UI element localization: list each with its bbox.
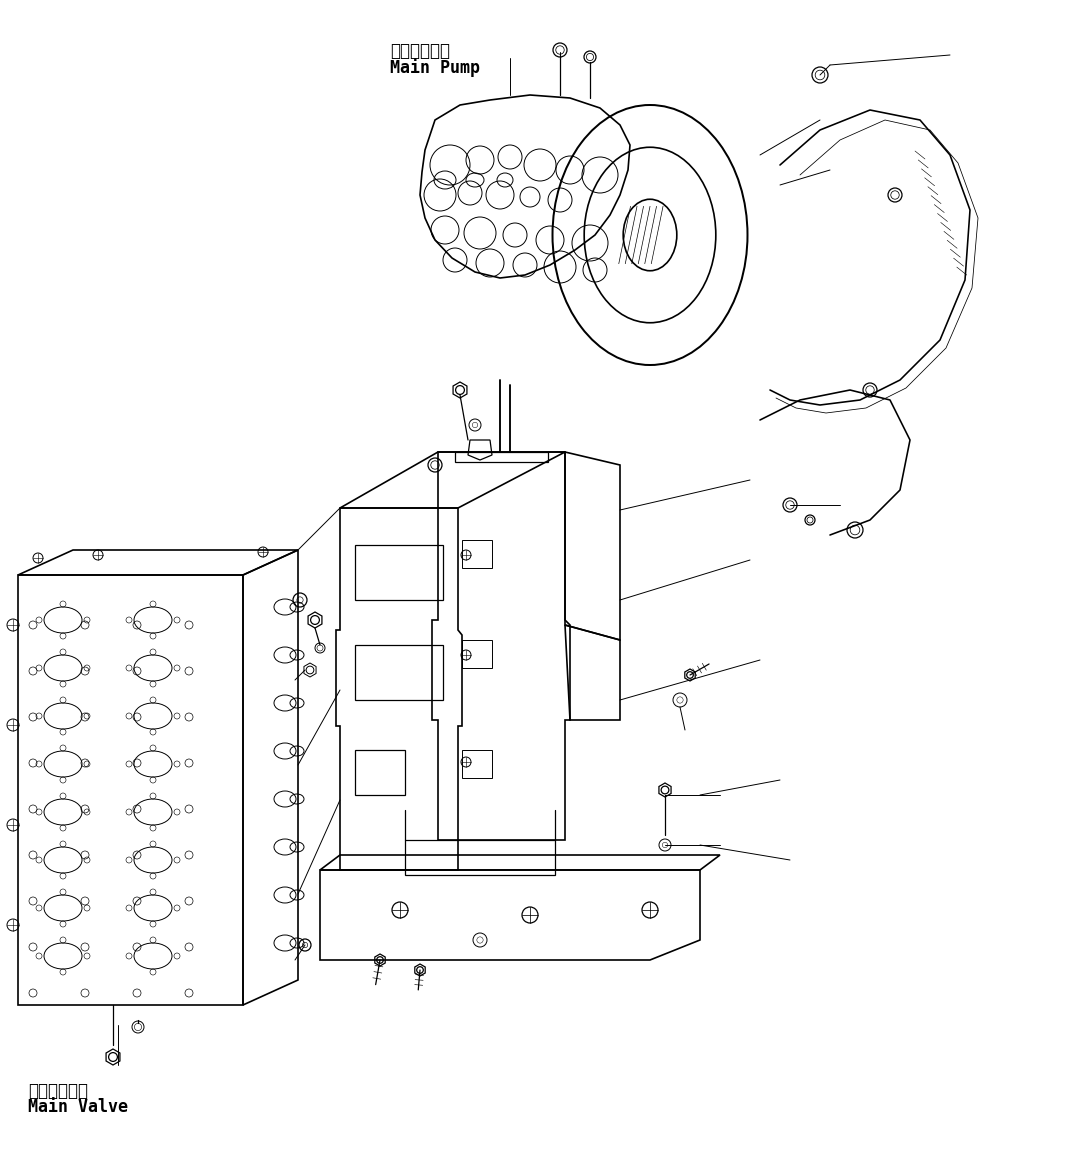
Bar (461, 540, 492, 567)
Bar (355, 645, 443, 700)
Text: メインポンプ: メインポンプ (389, 41, 449, 60)
Bar (461, 750, 492, 778)
Bar (461, 640, 492, 668)
Text: メインバルブ: メインバルブ (28, 1082, 88, 1100)
Text: Main Valve: Main Valve (28, 1098, 128, 1116)
Bar (355, 750, 405, 795)
Text: Main Pump: Main Pump (389, 58, 480, 77)
Bar (355, 546, 443, 600)
